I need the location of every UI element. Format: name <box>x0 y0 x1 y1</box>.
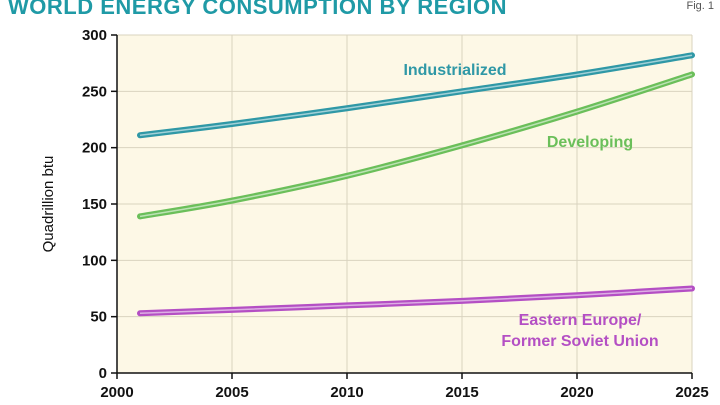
x-tick-label: 2020 <box>560 384 593 401</box>
series-line-highlight <box>139 287 693 315</box>
series-label-eastern-europe-former-soviet-union: Eastern Europe/ <box>519 312 642 329</box>
y-tick-label: 100 <box>82 252 107 269</box>
y-tick-label: 250 <box>82 83 107 100</box>
y-axis-title: Quadrillion btu <box>40 156 57 253</box>
series-label-industrialized: Industrialized <box>403 62 506 79</box>
x-tick-label: 2015 <box>445 384 478 401</box>
y-tick-label: 0 <box>99 365 107 382</box>
y-tick-label: 200 <box>82 140 107 157</box>
y-tick-label: 150 <box>82 196 107 213</box>
series-label-developing: Developing <box>547 134 633 151</box>
series-line-highlight <box>139 54 693 137</box>
x-tick-label: 2005 <box>215 384 248 401</box>
figure-label: Fig. 1 <box>686 0 714 12</box>
y-tick-label: 300 <box>82 27 107 44</box>
x-tick-label: 2010 <box>330 384 363 401</box>
chart-title: WORLD ENERGY CONSUMPTION BY REGION <box>8 0 508 19</box>
x-tick-label: 2025 <box>675 384 708 401</box>
x-tick-label: 2000 <box>100 384 133 401</box>
series-line-highlight <box>139 73 693 218</box>
series-label-eastern-europe-former-soviet-union: Former Soviet Union <box>501 333 658 350</box>
y-tick-label: 50 <box>90 309 107 326</box>
